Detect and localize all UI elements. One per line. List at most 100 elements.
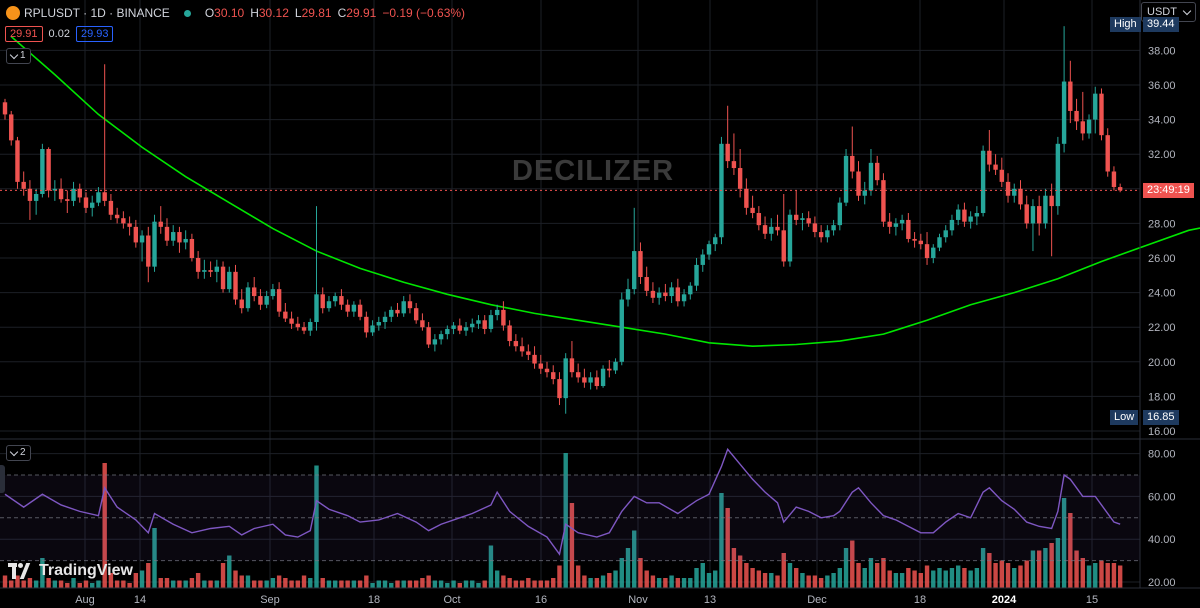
candle: [189, 233, 195, 262]
volume-bar: [513, 580, 519, 588]
volume-bar: [918, 573, 924, 588]
volume-bar: [345, 580, 350, 588]
candle: [825, 225, 830, 243]
volume-pane-toggle[interactable]: 2: [6, 445, 31, 461]
volume-bar: [955, 565, 961, 588]
buy-price-button[interactable]: 29.93: [75, 26, 114, 42]
candle: [15, 136, 20, 189]
volume-bar: [1024, 560, 1029, 588]
candle-body: [339, 296, 344, 305]
candle-body: [332, 296, 338, 302]
volume-bar: [843, 548, 849, 588]
main-pane-toggle[interactable]: 1: [6, 48, 31, 64]
candle: [812, 216, 818, 238]
volume-bar: [482, 580, 487, 588]
candle: [532, 346, 537, 369]
volume-bar: [420, 578, 425, 588]
candle: [918, 233, 924, 250]
candle: [445, 325, 450, 340]
candle: [2, 98, 8, 120]
candle-body: [831, 225, 836, 231]
volume-bar: [21, 580, 26, 588]
candle: [694, 258, 699, 291]
pane-resize-handle[interactable]: [0, 465, 5, 493]
candle-body: [912, 238, 917, 241]
candle: [9, 110, 14, 146]
candle-body: [607, 368, 612, 371]
candle: [133, 219, 139, 248]
high-value: 39.44: [1143, 17, 1179, 32]
candle-body: [918, 240, 924, 245]
candle-body: [794, 214, 799, 220]
candle: [77, 183, 82, 203]
candle-body: [557, 379, 562, 399]
candle-body: [364, 316, 369, 333]
candle: [345, 299, 350, 317]
volume-bar: [320, 578, 325, 588]
volume-bar: [326, 580, 332, 588]
candle-body: [389, 309, 394, 317]
volume-bar: [276, 575, 282, 588]
candle: [27, 180, 33, 220]
ohlc-low: L29.81: [294, 6, 332, 20]
candle: [364, 311, 369, 338]
volume-bar: [401, 580, 406, 588]
candle: [308, 318, 313, 336]
volume-bar: [924, 565, 930, 588]
candle: [507, 320, 512, 347]
candle: [252, 277, 257, 302]
volume-bar: [1086, 565, 1092, 588]
volume-bar: [301, 575, 307, 588]
candle: [582, 368, 587, 388]
candle-body: [65, 199, 70, 201]
symbol-line[interactable]: RPLUSDT · 1D · BINANCE: [24, 6, 170, 20]
candle-body: [195, 258, 201, 272]
candle: [744, 178, 749, 215]
volume-bar: [1005, 563, 1011, 588]
candle: [83, 192, 89, 214]
candle: [613, 358, 618, 374]
candle: [513, 334, 519, 352]
volume-bar: [862, 568, 867, 588]
volume-bar: [389, 583, 394, 588]
y-tick-label: 36.00: [1148, 80, 1176, 92]
sell-price-button[interactable]: 29.91: [5, 26, 43, 42]
volume-bar: [551, 578, 556, 588]
volume-bar: [943, 570, 948, 588]
volume-bar: [158, 578, 163, 588]
candle: [239, 289, 244, 314]
candle-body: [494, 309, 500, 316]
high-label: High: [1110, 17, 1141, 32]
candle: [700, 249, 705, 272]
volume-bar: [102, 463, 107, 588]
ohlc-change: −0.19 (−0.63%): [382, 6, 466, 20]
volume-bar: [376, 580, 381, 588]
volume-bar: [295, 580, 301, 588]
candle: [171, 225, 176, 246]
candle: [382, 311, 388, 329]
candle-body: [632, 251, 637, 290]
candle-body: [71, 188, 76, 201]
ohlc-high: H30.12: [250, 6, 289, 20]
candle: [33, 188, 39, 215]
candle: [688, 282, 693, 300]
candle: [127, 216, 132, 236]
y-tick-label: 22.00: [1148, 322, 1176, 334]
candle-body: [837, 202, 843, 226]
candle-body: [476, 320, 481, 324]
y-tick-label: 28.00: [1148, 218, 1176, 230]
candle: [438, 330, 444, 345]
candle: [40, 143, 45, 198]
candle: [955, 204, 961, 226]
candle-body: [295, 323, 301, 328]
volume-bar: [146, 563, 151, 588]
candle: [632, 207, 637, 295]
candle: [426, 322, 431, 348]
tradingview-logo: TradingView: [8, 562, 133, 580]
volume-bar: [825, 575, 830, 588]
bar-countdown: 23:49:19: [1143, 183, 1194, 198]
candle-body: [893, 223, 899, 227]
candle-body: [737, 168, 743, 189]
candle-body: [158, 221, 163, 227]
